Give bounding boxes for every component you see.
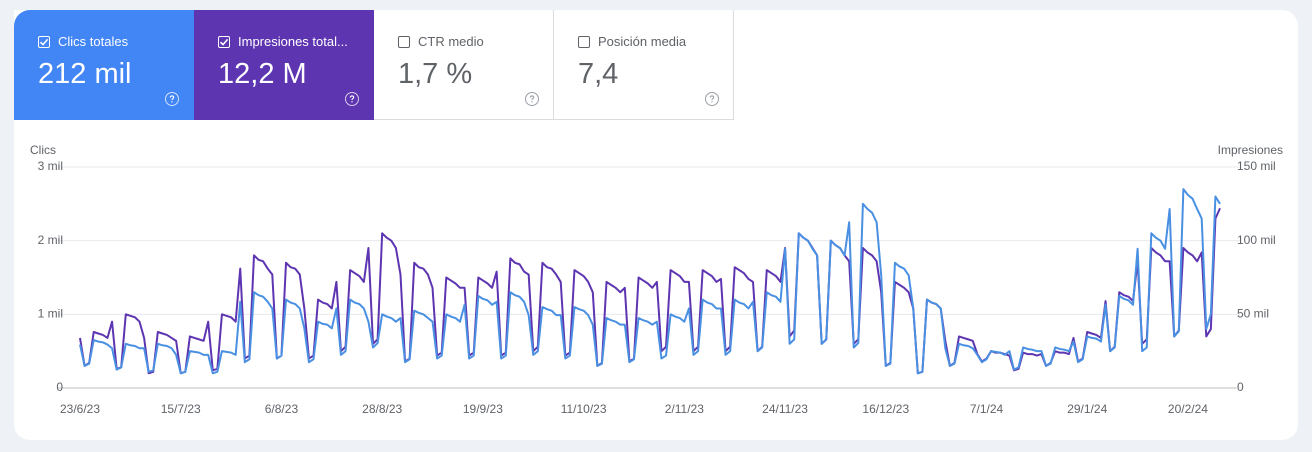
help-icon[interactable] <box>525 92 539 106</box>
y2-tick-label: 50 mil <box>1237 307 1269 321</box>
x-tick-label: 28/8/23 <box>362 402 402 416</box>
metric-value: 212 mil <box>38 58 132 90</box>
metric-label: Posición media <box>598 34 687 49</box>
metric-card[interactable]: Impresiones total... 12,2 M <box>194 10 374 120</box>
x-tick-label: 29/1/24 <box>1067 402 1107 416</box>
series-line <box>79 188 1221 375</box>
help-icon[interactable] <box>705 92 719 106</box>
series-line <box>79 207 1221 375</box>
metric-value: 1,7 % <box>398 58 473 90</box>
metric-value: 12,2 M <box>218 58 307 90</box>
x-tick-label: 2/11/23 <box>665 402 704 416</box>
help-icon[interactable] <box>165 92 179 106</box>
metric-value: 7,4 <box>578 58 619 90</box>
x-tick-label: 19/9/23 <box>463 402 503 416</box>
y2-tick-label: 150 mil <box>1237 159 1276 173</box>
metric-card[interactable]: Posición media 7,4 <box>554 10 734 120</box>
checkbox[interactable] <box>218 36 230 48</box>
y-tick-label: 0 <box>56 380 63 394</box>
x-tick-label: 7/1/24 <box>970 402 1004 416</box>
checkbox[interactable] <box>578 36 590 48</box>
x-tick-label: 15/7/23 <box>161 402 201 416</box>
y-tick-label: 1 mil <box>38 307 63 321</box>
metric-label: Impresiones total... <box>238 34 348 49</box>
x-tick-label: 23/6/23 <box>60 402 100 416</box>
x-tick-label: 20/2/24 <box>1168 402 1208 416</box>
metric-card[interactable]: Clics totales 212 mil <box>14 10 194 120</box>
x-tick-label: 6/8/23 <box>265 402 299 416</box>
y2-tick-label: 100 mil <box>1237 233 1276 247</box>
x-tick-label: 24/11/23 <box>762 402 808 416</box>
x-tick-label: 11/10/23 <box>561 402 607 416</box>
y-tick-label: 2 mil <box>38 233 63 247</box>
metric-label: Clics totales <box>58 34 129 49</box>
y2-tick-label: 0 <box>1237 380 1244 394</box>
y-tick-label: 3 mil <box>38 159 63 173</box>
help-icon[interactable] <box>345 92 359 106</box>
y2-axis-title: Impresiones <box>1218 143 1283 157</box>
y-axis-title: Clics <box>30 143 56 157</box>
metric-card[interactable]: CTR medio 1,7 % <box>374 10 554 120</box>
checkbox[interactable] <box>38 36 50 48</box>
x-tick-label: 16/12/23 <box>862 402 909 416</box>
metric-label: CTR medio <box>418 34 484 49</box>
checkbox[interactable] <box>398 36 410 48</box>
